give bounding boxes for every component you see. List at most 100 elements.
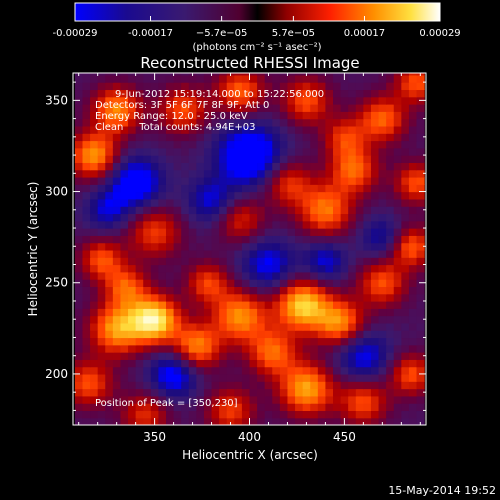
heatmap-cell bbox=[196, 300, 205, 309]
heatmap-cell bbox=[188, 366, 197, 375]
heatmap-cell bbox=[128, 73, 137, 76]
heatmap-cell bbox=[128, 293, 137, 302]
heatmap-cell bbox=[249, 111, 258, 120]
heatmap-cell bbox=[393, 366, 402, 375]
heatmap-cell bbox=[173, 125, 182, 134]
heatmap-cell bbox=[310, 242, 319, 251]
heatmap-cell bbox=[112, 118, 122, 127]
heatmap-cell bbox=[143, 257, 152, 266]
heatmap-cell bbox=[188, 315, 197, 324]
heatmap-cell bbox=[302, 89, 311, 98]
heatmap-cell bbox=[120, 82, 129, 91]
heatmap-cell bbox=[393, 184, 402, 193]
heatmap-cell bbox=[196, 337, 205, 346]
heatmap-cell bbox=[120, 140, 129, 149]
heatmap-cell bbox=[82, 366, 91, 375]
heatmap-cell bbox=[74, 111, 84, 120]
heatmap-cell bbox=[196, 206, 205, 215]
heatmap-cell bbox=[158, 373, 167, 382]
heatmap-cell bbox=[105, 293, 114, 302]
heatmap-cell bbox=[211, 271, 220, 280]
heatmap-cell bbox=[150, 315, 159, 324]
heatmap-cell bbox=[173, 111, 182, 120]
heatmap-cell bbox=[302, 279, 311, 287]
heatmap-cell bbox=[287, 133, 296, 142]
heatmap-cell bbox=[340, 118, 349, 127]
heatmap-cell bbox=[173, 417, 182, 425]
heatmap-cell bbox=[264, 249, 273, 258]
heatmap-cell bbox=[257, 337, 266, 346]
heatmap-cell bbox=[135, 133, 144, 142]
heatmap-cell bbox=[386, 220, 395, 229]
heatmap-cell bbox=[317, 155, 327, 163]
heatmap-cell bbox=[234, 169, 243, 178]
heatmap-cell bbox=[120, 242, 129, 251]
heatmap-cell bbox=[90, 330, 99, 339]
heatmap-cell bbox=[112, 315, 122, 324]
heatmap-cell bbox=[287, 352, 296, 360]
heatmap-cell bbox=[408, 213, 418, 222]
heatmap-cell bbox=[112, 206, 122, 215]
heatmap-cell bbox=[173, 96, 182, 105]
heatmap-cell bbox=[135, 155, 144, 163]
heatmap-cell bbox=[112, 286, 122, 295]
heatmap-cell bbox=[181, 104, 190, 112]
heatmap-cell bbox=[74, 352, 84, 360]
heatmap-cell bbox=[348, 162, 357, 171]
heatmap-cell bbox=[211, 381, 220, 390]
heatmap-cell bbox=[363, 118, 372, 127]
heatmap-cell bbox=[128, 395, 137, 404]
heatmap-cell bbox=[295, 337, 304, 346]
heatmap-cell bbox=[370, 352, 380, 360]
heatmap-cell bbox=[386, 242, 395, 251]
heatmap-cell bbox=[416, 184, 425, 193]
heatmap-cell bbox=[370, 300, 380, 309]
heatmap-cell bbox=[241, 228, 251, 236]
heatmap-cell bbox=[393, 242, 402, 251]
heatmap-cell bbox=[219, 257, 228, 266]
heatmap-cell bbox=[105, 337, 114, 346]
heatmap-cell bbox=[158, 176, 167, 185]
heatmap-cell bbox=[74, 220, 84, 229]
heatmap-cell bbox=[90, 344, 99, 353]
heatmap-cell bbox=[416, 381, 425, 390]
heatmap-cell bbox=[203, 184, 213, 193]
heatmap-cell bbox=[90, 140, 99, 149]
heatmap-cell bbox=[272, 395, 281, 404]
heatmap-cell bbox=[234, 82, 243, 91]
heatmap-cell bbox=[317, 388, 327, 397]
heatmap-cell bbox=[302, 381, 311, 390]
heatmap-cell bbox=[333, 388, 342, 397]
heatmap-cell bbox=[279, 169, 289, 178]
heatmap-cell bbox=[325, 89, 334, 98]
heatmap-cell bbox=[295, 125, 304, 134]
heatmap-cell bbox=[241, 322, 251, 331]
heatmap-cell bbox=[401, 410, 410, 419]
heatmap-cell bbox=[82, 381, 91, 390]
heatmap-cell bbox=[74, 344, 84, 353]
heatmap-cell bbox=[196, 89, 205, 98]
heatmap-cell bbox=[355, 125, 364, 134]
heatmap-cell bbox=[74, 228, 84, 236]
heatmap-cell bbox=[173, 74, 182, 83]
heatmap-cell bbox=[90, 82, 99, 91]
heatmap-cell bbox=[363, 198, 372, 207]
heatmap-cell bbox=[317, 279, 327, 287]
heatmap-cell bbox=[196, 403, 205, 412]
chart-title: Reconstructed RHESSI Image bbox=[140, 54, 359, 72]
heatmap-cell bbox=[287, 198, 296, 207]
heatmap-cell bbox=[173, 286, 182, 295]
heatmap-cell bbox=[196, 213, 205, 222]
heatmap-cell bbox=[355, 73, 364, 76]
heatmap-cell bbox=[219, 403, 228, 412]
heatmap-cell bbox=[355, 337, 364, 346]
heatmap-cell bbox=[97, 242, 106, 251]
heatmap-cell bbox=[287, 286, 296, 295]
heatmap-cell bbox=[340, 410, 349, 419]
heatmap-cell bbox=[348, 395, 357, 404]
heatmap-cell bbox=[272, 366, 281, 375]
heatmap-cell bbox=[181, 308, 190, 317]
heatmap-cell bbox=[226, 388, 235, 397]
heatmap-cell bbox=[348, 352, 357, 360]
heatmap-cell bbox=[150, 300, 159, 309]
